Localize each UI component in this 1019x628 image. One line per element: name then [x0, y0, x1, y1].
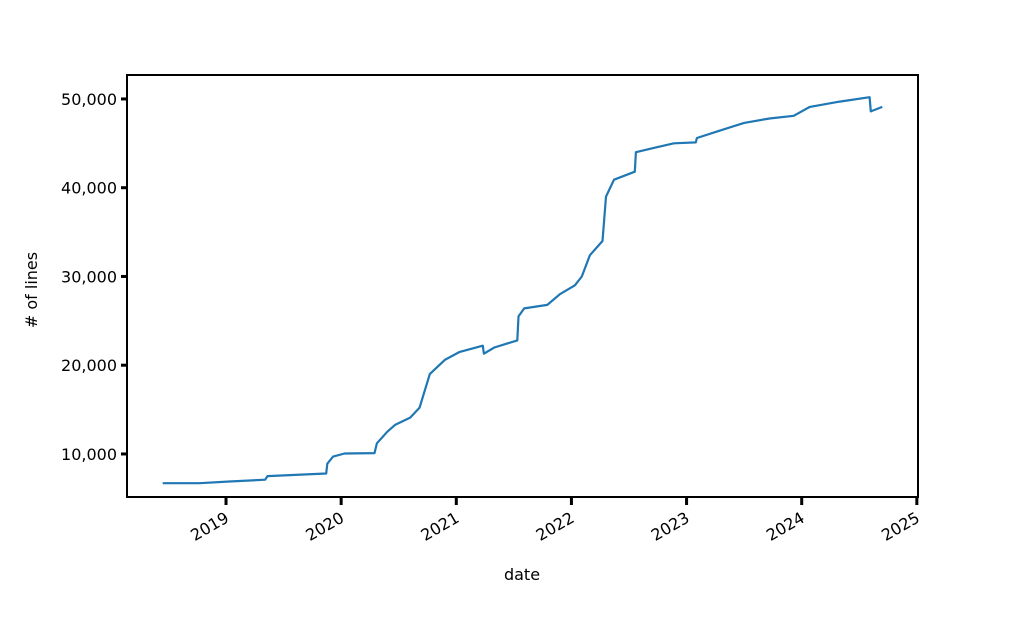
x-tick-label: 2019: [187, 508, 232, 545]
x-tick-label: 2025: [878, 508, 923, 545]
y-tick-label: 20,000: [61, 356, 117, 375]
y-tick-label: 30,000: [61, 267, 117, 286]
x-tick-label: 2020: [302, 508, 347, 545]
x-tick-label: 2023: [648, 508, 693, 545]
data-line: [162, 96, 883, 485]
plot-frame: [126, 74, 919, 498]
y-tick-label: 50,000: [61, 90, 117, 109]
y-axis-label: # of lines: [22, 252, 41, 328]
x-axis-label: date: [504, 565, 540, 584]
x-tick-label: 2022: [533, 508, 578, 545]
x-tick-label: 2021: [418, 508, 463, 545]
x-tick-label: 2024: [763, 508, 808, 545]
y-tick-label: 10,000: [61, 445, 117, 464]
y-tick-label: 40,000: [61, 179, 117, 198]
